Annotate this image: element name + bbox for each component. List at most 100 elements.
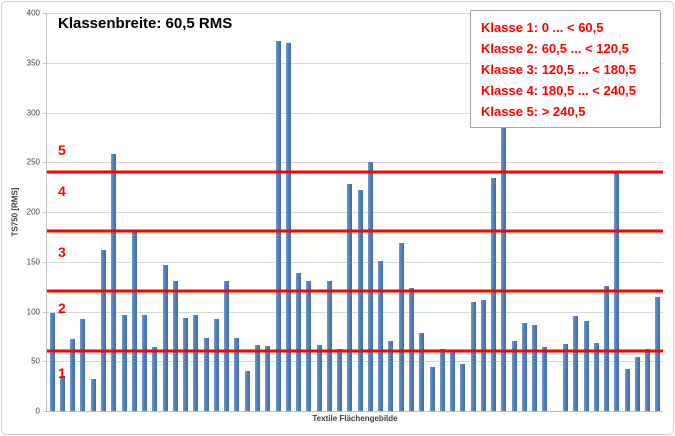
bar <box>213 319 219 411</box>
bar <box>296 272 302 411</box>
y-tick-mark <box>43 13 47 14</box>
gridline <box>47 361 663 363</box>
bar <box>542 347 548 411</box>
bar <box>655 296 661 411</box>
class-zone-label: 3 <box>58 243 66 260</box>
bar <box>121 314 127 411</box>
bar <box>59 376 65 411</box>
class-zone-label: 5 <box>58 142 66 159</box>
legend-item-klasse-5: Klasse 5: > 240,5 <box>481 104 586 119</box>
class-zone-label: 2 <box>58 299 66 316</box>
bar <box>90 379 96 411</box>
legend-item-klasse-2: Klasse 2: 60,5 ... < 120,5 <box>481 41 629 56</box>
y-tick-mark <box>43 62 47 64</box>
bar <box>604 285 610 411</box>
class-legend-box: Klasse 1: 0 ... < 60,5 Klasse 2: 60,5 ..… <box>470 10 661 128</box>
gridline <box>47 13 663 14</box>
bar <box>131 231 137 411</box>
bar <box>480 299 486 411</box>
bar <box>439 349 445 411</box>
gridline <box>47 62 663 64</box>
class-zone-label: 1 <box>58 365 66 382</box>
x-axis-line <box>43 411 663 412</box>
bar <box>501 127 507 411</box>
bar <box>49 312 55 411</box>
bar <box>347 184 353 411</box>
bar <box>429 367 435 411</box>
gridline <box>47 162 663 164</box>
bar <box>172 280 178 411</box>
gridline <box>47 112 663 114</box>
bar <box>234 338 240 411</box>
y-tick-label: 100 <box>26 307 40 316</box>
bar <box>224 280 230 411</box>
bar <box>183 318 189 411</box>
bar <box>316 345 322 411</box>
bar <box>193 314 199 411</box>
bar <box>265 346 271 411</box>
bar <box>398 242 404 411</box>
legend-item-klasse-1: Klasse 1: 0 ... < 60,5 <box>481 20 604 35</box>
legend-item-klasse-3: Klasse 3: 120,5 ... < 180,5 <box>481 62 637 77</box>
bar <box>244 371 250 411</box>
bar <box>378 260 384 411</box>
bar <box>306 280 312 411</box>
bar <box>450 351 456 411</box>
class-boundary-line <box>47 289 663 293</box>
bar <box>326 280 332 411</box>
bar <box>491 178 497 411</box>
y-tick-label: 400 <box>26 8 40 18</box>
legend-item-klasse-4: Klasse 4: 180,5 ... < 240,5 <box>481 83 637 98</box>
bar <box>162 264 168 411</box>
bar <box>111 154 117 411</box>
y-axis-tick-labels: 0 50 100 150 200 250 300 350 400 <box>2 9 44 416</box>
y-tick-label: 200 <box>26 207 40 217</box>
y-tick-label: 250 <box>26 157 40 167</box>
bar <box>142 315 148 411</box>
y-tick-label: 0 <box>35 406 40 416</box>
bar <box>357 190 363 411</box>
bar <box>203 338 209 411</box>
y-tick-label: 150 <box>26 257 40 267</box>
y-tick-mark <box>43 162 47 164</box>
plot-area: 1 2 3 4 5 <box>43 13 663 412</box>
y-tick-mark <box>43 411 47 412</box>
gridline <box>47 261 663 263</box>
y-tick-mark <box>43 112 47 114</box>
bar <box>100 249 106 411</box>
bar <box>645 349 651 411</box>
gridline <box>47 311 663 313</box>
bar <box>521 323 527 411</box>
bar <box>460 364 466 411</box>
y-tick-mark <box>43 212 47 213</box>
bar <box>573 316 579 411</box>
class-boundary-line <box>47 170 663 174</box>
class-zone-label: 4 <box>58 183 66 200</box>
bar <box>337 349 343 411</box>
bar <box>470 301 476 411</box>
bar <box>419 333 425 411</box>
bar <box>80 319 86 411</box>
bar <box>367 162 373 411</box>
bar <box>70 339 76 411</box>
bar <box>624 369 630 411</box>
bar <box>634 357 640 411</box>
bar <box>254 345 260 411</box>
y-tick-label: 350 <box>26 58 40 68</box>
bar <box>511 341 517 411</box>
y-axis-title: TS750 [RMS] <box>10 187 20 237</box>
y-tick-label: 50 <box>31 356 40 366</box>
bar <box>562 344 568 411</box>
y-tick-mark <box>43 361 47 363</box>
bar <box>388 341 394 411</box>
class-boundary-line <box>47 349 663 353</box>
bar <box>593 343 599 411</box>
y-tick-mark <box>43 311 47 313</box>
class-boundary-line <box>47 229 663 233</box>
bar <box>532 325 538 411</box>
y-tick-label: 300 <box>26 108 40 117</box>
chart-title: Klassenbreite: 60,5 RMS <box>58 15 233 32</box>
bar <box>285 42 291 411</box>
bar <box>275 40 281 411</box>
